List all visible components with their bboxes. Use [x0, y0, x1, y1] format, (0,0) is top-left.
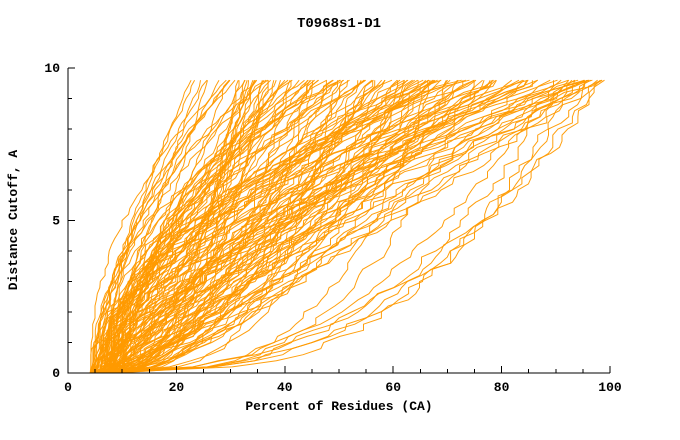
model-curve [97, 79, 538, 373]
model-curve [119, 79, 220, 373]
model-curve [105, 79, 562, 373]
model-curve [103, 79, 576, 373]
model-curve [94, 79, 408, 374]
model-curve [92, 80, 246, 374]
model-curve [92, 79, 529, 373]
model-curve [101, 79, 593, 373]
axes-group: 0 20 40 60 80 100 0 5 10 [44, 61, 622, 395]
model-curve [107, 79, 436, 374]
model-curve [91, 79, 196, 373]
model-curve [103, 79, 573, 374]
model-curve [115, 79, 551, 374]
model-curve [112, 79, 418, 374]
model-curve [100, 79, 231, 373]
model-curve [113, 79, 462, 374]
model-curve [95, 79, 398, 373]
model-curve [100, 80, 281, 373]
model-curve [112, 79, 529, 373]
model-curve [106, 79, 470, 374]
model-curve [122, 80, 269, 374]
model-curve [118, 80, 429, 374]
x-tick-label: 20 [169, 380, 185, 395]
model-curve [112, 79, 491, 374]
model-curve [110, 80, 576, 374]
chart-title: T0968s1-D1 [297, 16, 381, 32]
model-curve [92, 79, 309, 374]
model-curve [91, 79, 558, 374]
x-tick-label: 100 [598, 380, 622, 395]
y-tick-label: 5 [52, 214, 60, 229]
x-tick-label: 40 [277, 380, 293, 395]
model-curve [113, 79, 477, 374]
model-curve [98, 79, 570, 374]
model-curve [100, 80, 419, 374]
model-curves-group [89, 79, 605, 374]
model-curve [111, 80, 586, 374]
x-tick-label: 60 [385, 380, 401, 395]
model-curve [119, 80, 359, 374]
model-curve [108, 79, 345, 373]
x-tick-label: 0 [64, 380, 72, 395]
model-curve [114, 79, 525, 374]
model-curve [94, 79, 319, 373]
model-curve [121, 79, 528, 373]
model-curve [102, 80, 292, 374]
model-curve [91, 79, 497, 374]
y-axis-label: Distance Cutoff, A [6, 150, 21, 291]
y-tick-label: 0 [52, 366, 60, 381]
model-curve [90, 79, 598, 374]
model-curve [89, 79, 312, 374]
y-tick-label: 10 [44, 61, 60, 76]
x-tick-label: 80 [494, 380, 510, 395]
model-curve [108, 80, 475, 374]
model-curve [110, 79, 401, 374]
model-curve [89, 79, 341, 374]
model-curve [104, 79, 601, 374]
model-curve [116, 79, 333, 374]
model-curve [108, 80, 208, 374]
model-curve [120, 80, 327, 374]
model-curve [103, 79, 230, 374]
model-curve [105, 80, 464, 374]
model-curve [113, 79, 427, 374]
x-axis-label: Percent of Residues (CA) [245, 399, 432, 414]
